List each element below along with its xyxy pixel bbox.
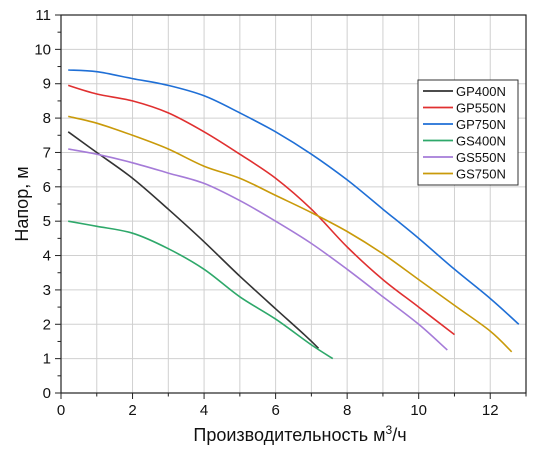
series-line-gp550n (67, 84, 455, 336)
x-tick-label: 10 (410, 402, 427, 419)
y-tick-label: 1 (43, 351, 51, 368)
legend-label-gs550n: GS550N (456, 150, 506, 165)
series-line-gs750n (68, 115, 513, 353)
y-tick-label: 10 (34, 41, 51, 58)
series-line-gp400n (67, 131, 320, 349)
series-line-gp750n (68, 69, 520, 325)
y-tick-label: 6 (43, 179, 51, 196)
y-tick-label: 5 (43, 213, 51, 230)
legend-label-gp550n: GP550N (456, 101, 506, 116)
y-tick-label: 7 (43, 144, 51, 161)
legend-label-gp400n: GP400N (456, 84, 506, 99)
x-tick-label: 12 (482, 402, 499, 419)
x-axis-title-superscript: 3 (386, 423, 393, 437)
y-tick-label: 4 (43, 248, 51, 265)
x-axis-title: Производительность м3/ч (193, 423, 406, 445)
x-tick-label: 6 (271, 402, 279, 419)
y-tick-label: 11 (35, 7, 51, 24)
y-axis-title: Напор, м (12, 166, 32, 241)
legend-label-gs400n: GS400N (456, 134, 506, 149)
legend-label-gp750n: GP750N (456, 117, 506, 132)
series-line-gs400n (68, 220, 334, 360)
y-tick-label: 0 (43, 385, 51, 402)
series-line-gs550n (68, 148, 448, 351)
y-tick-label: 3 (43, 282, 51, 299)
y-tick-label: 9 (43, 76, 51, 93)
x-axis-title-main: Производительность м (193, 425, 385, 445)
legend-box (417, 79, 519, 186)
series-lines (67, 69, 520, 360)
x-tick-label: 4 (200, 402, 208, 419)
y-tick-label: 8 (43, 110, 51, 127)
y-tick-label: 2 (43, 316, 51, 333)
x-tick-label: 8 (343, 402, 351, 419)
x-axis-title-tail: /ч (392, 425, 406, 445)
x-tick-label: 0 (57, 402, 65, 419)
legend-label-gs750n: GS750N (456, 167, 506, 182)
x-tick-label: 2 (128, 402, 136, 419)
